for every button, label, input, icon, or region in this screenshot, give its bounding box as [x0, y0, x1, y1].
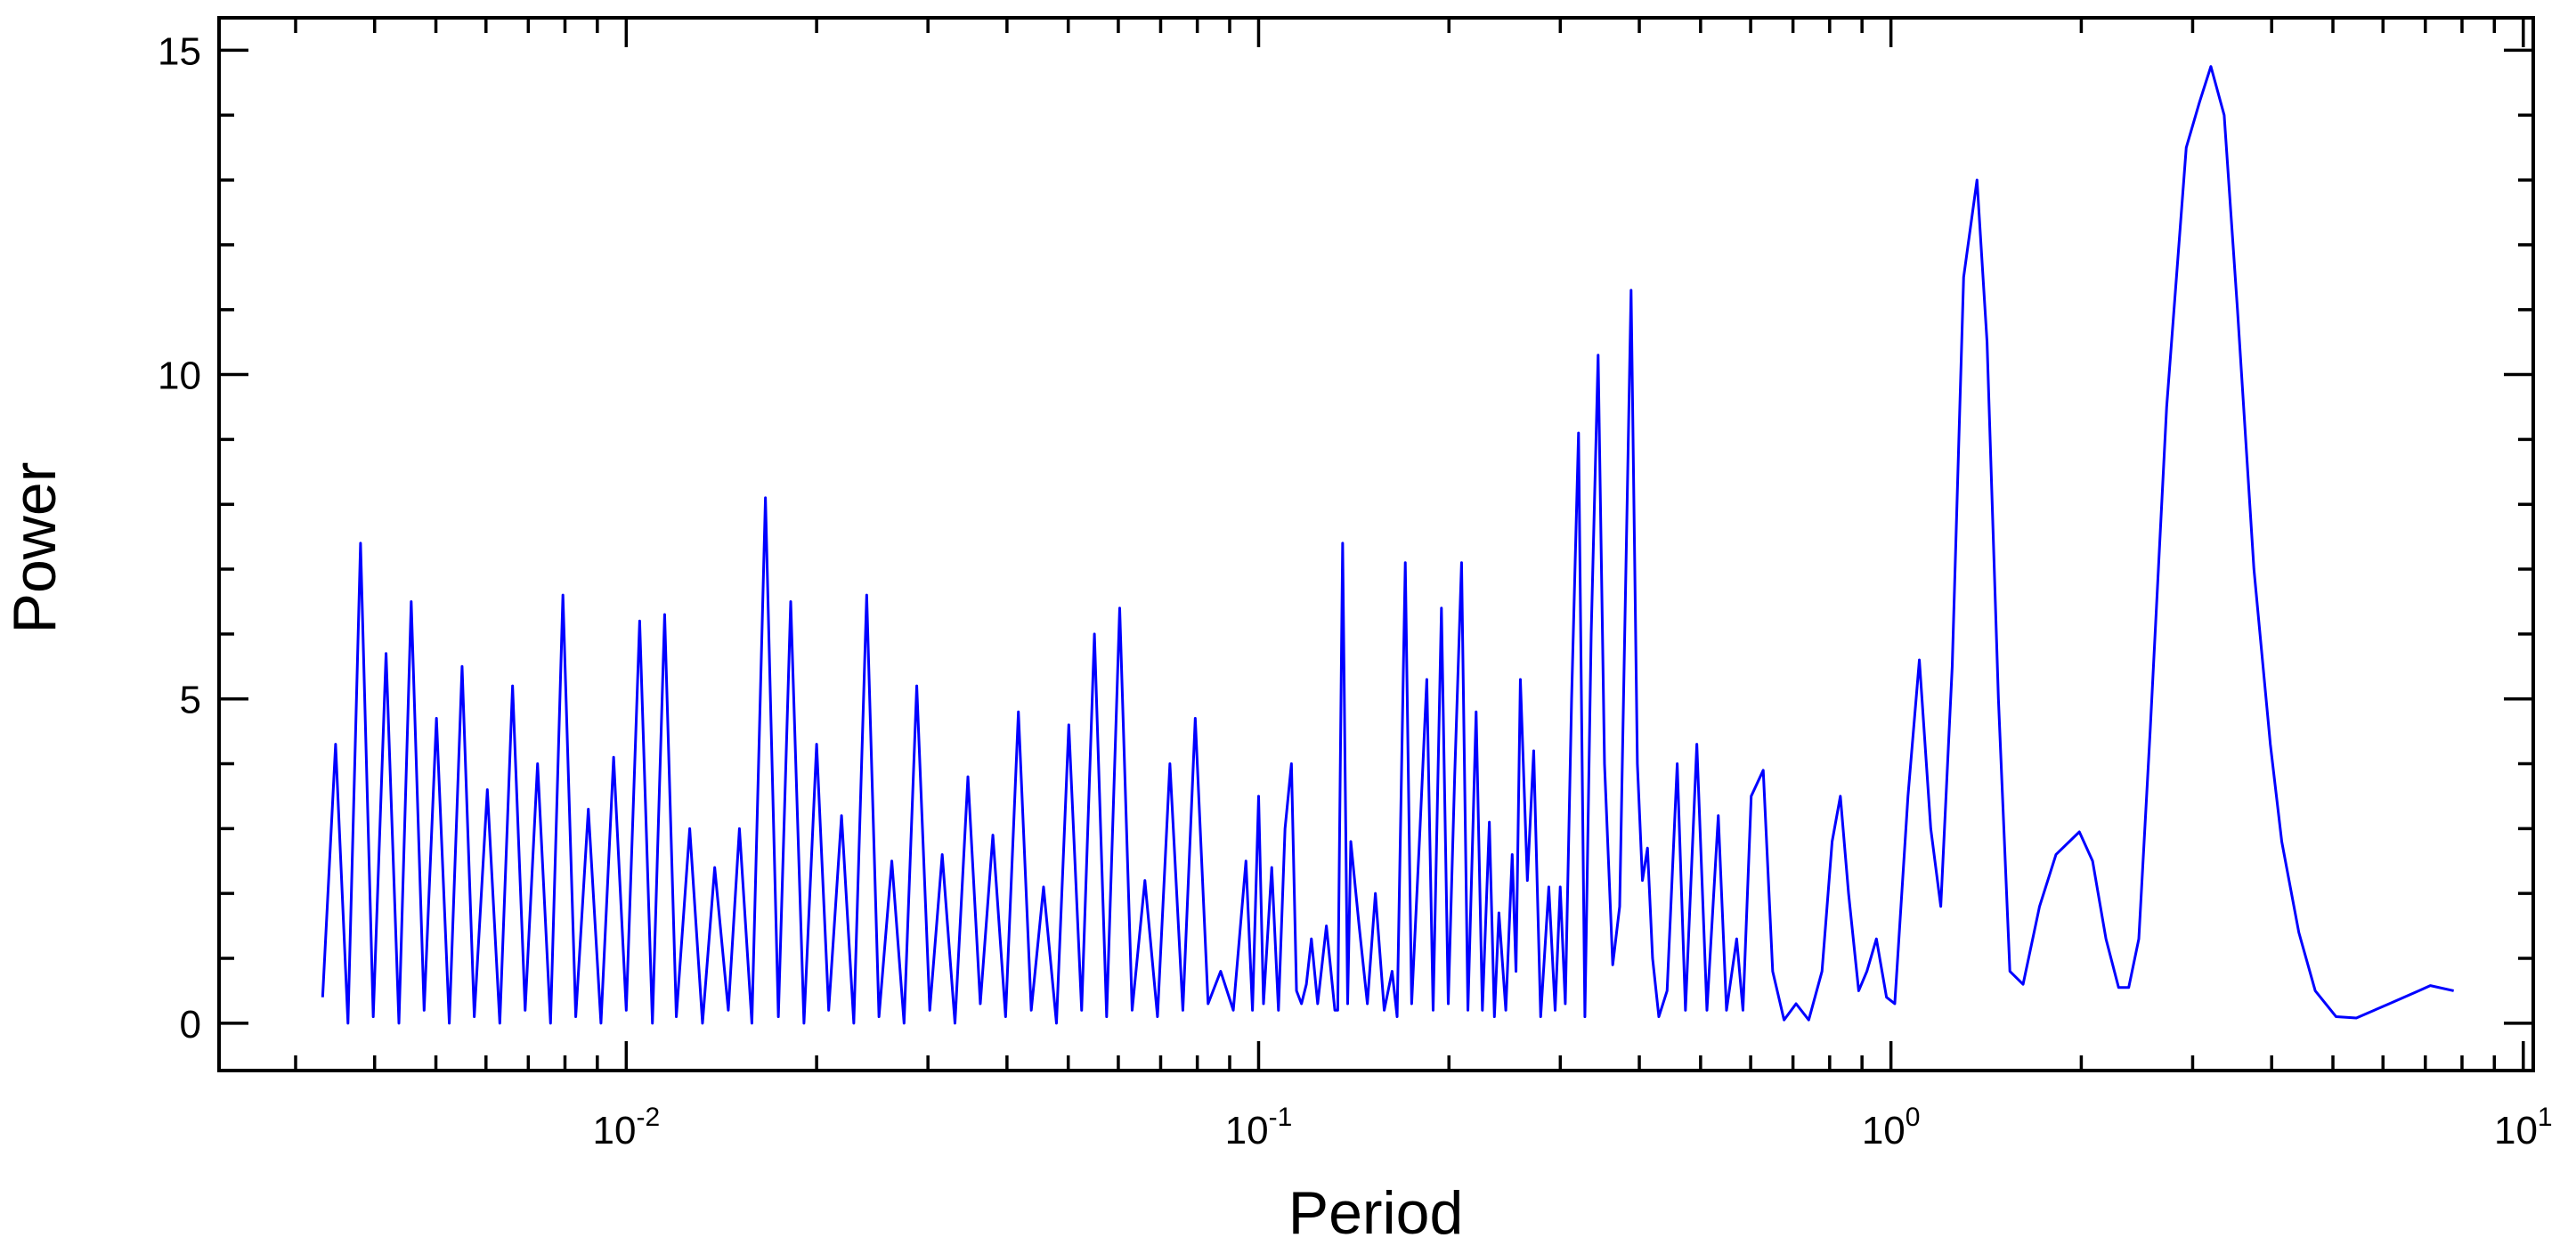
x-tick-label: 10-1	[1225, 1103, 1293, 1152]
y-axis-title: Power	[1, 462, 69, 634]
y-tick-label: 10	[158, 354, 201, 398]
x-tick-exponent: 1	[2538, 1103, 2553, 1132]
x-tick-exponent: -2	[636, 1103, 660, 1132]
x-tick-exponent: 0	[1906, 1103, 1921, 1132]
x-tick-exponent: -1	[1269, 1103, 1293, 1132]
x-tick-base: 10	[1862, 1109, 1906, 1152]
x-tick-label: 10-2	[593, 1103, 661, 1152]
x-tick-label: 100	[1862, 1103, 1921, 1152]
x-tick-label: 101	[2494, 1103, 2553, 1152]
data-line	[321, 65, 2454, 1025]
plot-frame	[217, 16, 2535, 1072]
y-tick-label: 15	[158, 29, 201, 73]
x-tick-base: 10	[1225, 1109, 1269, 1152]
x-tick-base: 10	[2494, 1109, 2538, 1152]
x-axis-title: Period	[1288, 1179, 1464, 1246]
y-tick-label: 0	[180, 1003, 201, 1046]
x-tick-base: 10	[593, 1109, 637, 1152]
y-tick-label: 5	[180, 679, 201, 722]
